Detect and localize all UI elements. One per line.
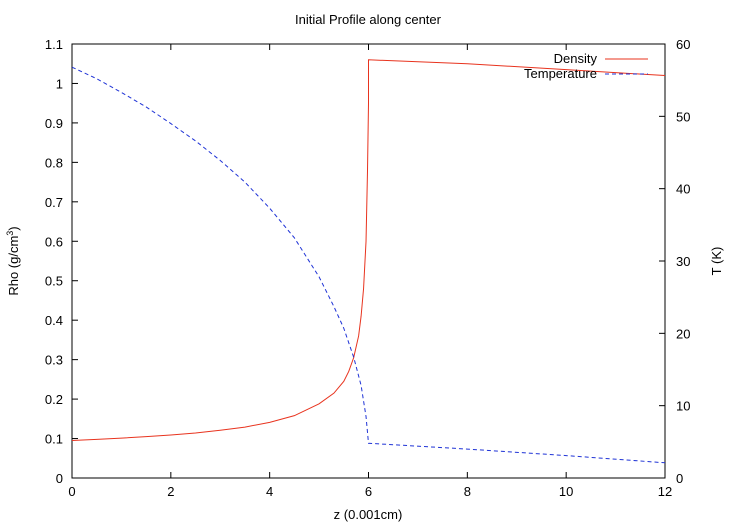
y-tick-label: 0.4 xyxy=(45,313,63,328)
x-tick-label: 12 xyxy=(658,484,672,499)
y-tick-label: 0.2 xyxy=(45,392,63,407)
x-tick-label: 4 xyxy=(266,484,273,499)
y-tick-label: 0.1 xyxy=(45,432,63,447)
y-tick-label: 0.6 xyxy=(45,234,63,249)
x-tick-label: 6 xyxy=(365,484,372,499)
y-tick-label: 0.5 xyxy=(45,274,63,289)
y-tick-label: 0.3 xyxy=(45,353,63,368)
y-tick-label: 1.1 xyxy=(45,37,63,52)
y-tick-label: 0.8 xyxy=(45,155,63,170)
y-tick-label: 0.7 xyxy=(45,195,63,210)
x-axis: 0 2 4 6 8 10 12 xyxy=(68,44,672,499)
legend-label-density: Density xyxy=(554,51,598,66)
legend: Density Temperature xyxy=(524,51,648,81)
y2-tick-label: 20 xyxy=(676,326,690,341)
y2-tick-label: 40 xyxy=(676,182,690,197)
y2-tick-label: 60 xyxy=(676,37,690,52)
x-tick-label: 2 xyxy=(167,484,174,499)
y2-tick-label: 0 xyxy=(676,471,683,486)
y2-tick-label: 50 xyxy=(676,109,690,124)
y2-axis-title: T (K) xyxy=(709,247,724,276)
y-tick-label: 1 xyxy=(56,76,63,91)
series-line-temperature xyxy=(71,66,666,464)
y-axis-title-sup: 3 xyxy=(5,231,15,236)
y-axis-title: Rho (g/cm3) xyxy=(5,226,21,295)
y-axis-left: 0 0.1 0.2 0.3 0.4 0.5 0.6 0.7 0.8 0.9 1 1.1 xyxy=(45,37,78,486)
y-axis-title-main: Rho (g/cm xyxy=(6,236,21,296)
chart-title: Initial Profile along center xyxy=(295,12,442,27)
y-tick-label: 0 xyxy=(56,471,63,486)
y2-tick-label: 10 xyxy=(676,399,690,414)
y2-tick-label: 30 xyxy=(676,254,690,269)
series-line-density xyxy=(71,59,666,442)
series-layer xyxy=(71,59,666,464)
x-axis-title: z (0.001cm) xyxy=(334,507,403,522)
x-tick-label: 10 xyxy=(559,484,573,499)
y-axis-title-close: ) xyxy=(6,226,21,230)
y-axis-right: 0 10 20 30 40 50 60 xyxy=(659,37,690,486)
x-tick-label: 8 xyxy=(464,484,471,499)
legend-label-temperature: Temperature xyxy=(524,66,597,81)
y-tick-label: 0.9 xyxy=(45,116,63,131)
x-tick-label: 0 xyxy=(68,484,75,499)
